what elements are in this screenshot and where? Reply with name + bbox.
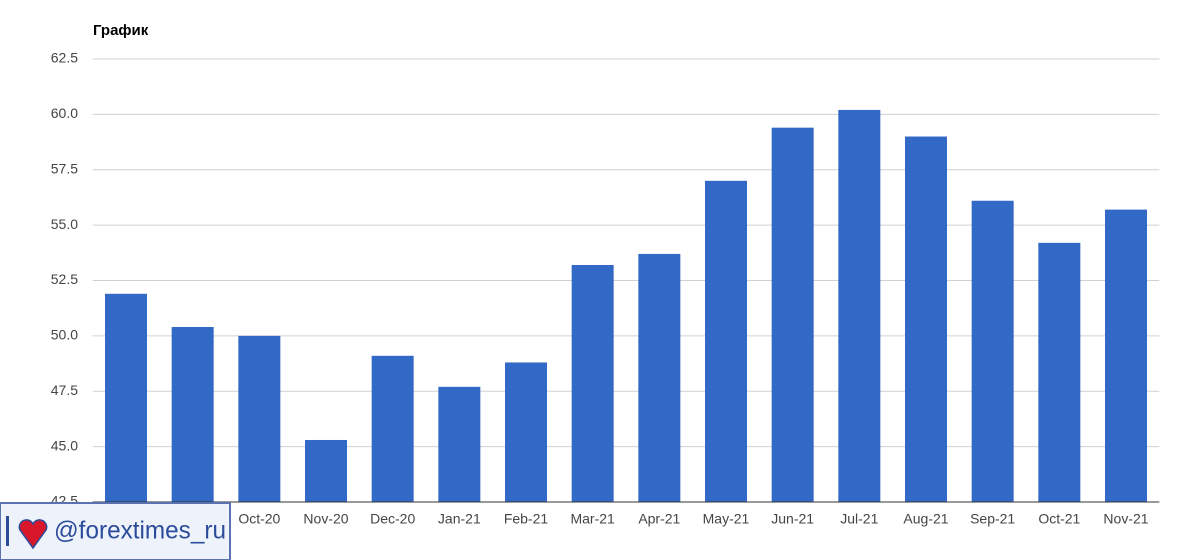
bar xyxy=(904,136,947,502)
y-tick-label: 57.5 xyxy=(51,160,78,176)
y-tick-label: 52.5 xyxy=(51,271,78,287)
bar xyxy=(704,180,747,502)
x-tick-label: Jun-21 xyxy=(771,511,814,527)
x-tick-label: Oct-20 xyxy=(238,511,280,527)
bar xyxy=(238,335,281,502)
x-tick-label: May-21 xyxy=(703,511,750,527)
watermark-heart xyxy=(18,519,48,550)
bar xyxy=(771,127,814,502)
bar xyxy=(105,293,148,502)
y-tick-label: 62.5 xyxy=(51,50,78,66)
y-tick-label: 45.0 xyxy=(51,437,78,453)
watermark-bar xyxy=(6,516,9,546)
bar xyxy=(505,362,548,502)
x-tick-label: Feb-21 xyxy=(504,511,549,527)
bar xyxy=(171,327,214,502)
y-tick-label: 50.0 xyxy=(51,327,78,343)
bar xyxy=(638,253,681,502)
x-tick-label: Jul-21 xyxy=(840,511,878,527)
x-tick-label: Apr-21 xyxy=(638,511,680,527)
bar xyxy=(305,439,348,502)
x-tick-label: Oct-21 xyxy=(1038,511,1080,527)
bar xyxy=(371,355,414,502)
y-tick-label: 47.5 xyxy=(51,382,78,398)
bar xyxy=(838,109,881,502)
y-tick-label: 55.0 xyxy=(51,216,78,232)
y-tick-label: 60.0 xyxy=(51,105,78,121)
bar xyxy=(1038,242,1081,502)
x-tick-label: Nov-20 xyxy=(303,511,348,527)
watermark-text: @forextimes_ru xyxy=(54,517,226,545)
watermark: @forextimes_ru xyxy=(0,502,231,560)
x-tick-label: Aug-21 xyxy=(903,511,948,527)
bar xyxy=(1104,209,1147,502)
bar xyxy=(438,386,481,502)
bar xyxy=(971,200,1014,502)
x-tick-label: Dec-20 xyxy=(370,511,415,527)
bar xyxy=(571,264,614,502)
x-tick-label: Nov-21 xyxy=(1103,511,1148,527)
x-tick-label: Jan-21 xyxy=(438,511,481,527)
x-tick-label: Sep-21 xyxy=(970,511,1015,527)
x-tick-label: Mar-21 xyxy=(570,511,615,527)
chart-title: График xyxy=(93,22,149,39)
